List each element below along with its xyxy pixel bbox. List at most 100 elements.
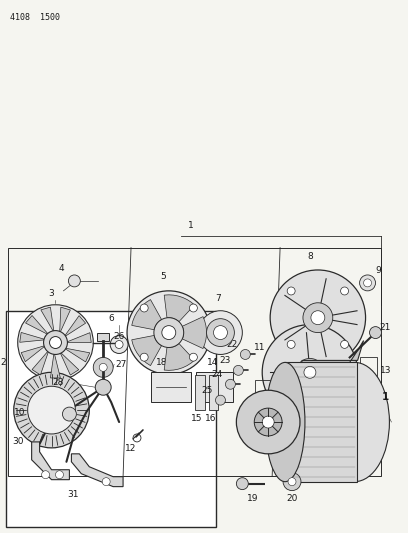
Text: 1: 1 bbox=[188, 221, 193, 230]
Text: 29: 29 bbox=[32, 406, 44, 415]
Circle shape bbox=[359, 275, 375, 291]
Bar bbox=[151, 373, 191, 402]
Polygon shape bbox=[64, 316, 86, 337]
Bar bbox=[255, 380, 277, 402]
Text: 4: 4 bbox=[59, 264, 64, 273]
Circle shape bbox=[162, 326, 176, 340]
Text: 21: 21 bbox=[379, 323, 391, 332]
Circle shape bbox=[311, 311, 325, 325]
Polygon shape bbox=[60, 307, 70, 334]
Circle shape bbox=[233, 366, 243, 375]
Text: 19: 19 bbox=[246, 494, 258, 503]
Text: 12: 12 bbox=[125, 444, 137, 453]
Circle shape bbox=[55, 471, 64, 479]
Text: 30: 30 bbox=[12, 438, 24, 447]
Polygon shape bbox=[26, 316, 49, 335]
Polygon shape bbox=[182, 317, 206, 349]
Circle shape bbox=[189, 353, 197, 361]
Circle shape bbox=[303, 303, 333, 333]
Circle shape bbox=[341, 287, 348, 295]
Polygon shape bbox=[32, 350, 49, 375]
Text: 11: 11 bbox=[254, 343, 265, 352]
Text: 28: 28 bbox=[52, 378, 64, 387]
Text: 7: 7 bbox=[215, 294, 222, 303]
Text: 13: 13 bbox=[379, 366, 391, 375]
Text: 18: 18 bbox=[156, 358, 167, 367]
Circle shape bbox=[341, 341, 348, 349]
Circle shape bbox=[115, 341, 123, 349]
Circle shape bbox=[110, 336, 128, 353]
Text: 31: 31 bbox=[68, 490, 79, 498]
Circle shape bbox=[262, 416, 274, 428]
Circle shape bbox=[140, 304, 148, 312]
Text: 9: 9 bbox=[375, 266, 381, 276]
Text: 5: 5 bbox=[160, 272, 166, 281]
Circle shape bbox=[287, 341, 295, 349]
Circle shape bbox=[226, 379, 235, 389]
Ellipse shape bbox=[320, 362, 389, 482]
Text: 23: 23 bbox=[219, 357, 231, 366]
Text: 2: 2 bbox=[1, 358, 6, 367]
Text: 3: 3 bbox=[49, 289, 54, 298]
Circle shape bbox=[127, 291, 211, 374]
Circle shape bbox=[370, 327, 381, 338]
Circle shape bbox=[287, 287, 295, 295]
Bar bbox=[285, 362, 357, 482]
Polygon shape bbox=[132, 300, 162, 330]
Circle shape bbox=[28, 386, 75, 434]
Polygon shape bbox=[20, 333, 46, 342]
Circle shape bbox=[95, 379, 111, 395]
Text: 15: 15 bbox=[191, 414, 202, 423]
Circle shape bbox=[99, 364, 107, 372]
Circle shape bbox=[189, 304, 197, 312]
Bar bbox=[6, 311, 217, 527]
Bar bbox=[359, 358, 377, 382]
Circle shape bbox=[44, 330, 67, 354]
Polygon shape bbox=[60, 352, 79, 375]
Text: 20: 20 bbox=[286, 494, 298, 503]
Polygon shape bbox=[132, 335, 162, 366]
Circle shape bbox=[14, 373, 89, 448]
Polygon shape bbox=[51, 352, 60, 378]
Circle shape bbox=[42, 471, 49, 479]
Text: 4108  1500: 4108 1500 bbox=[10, 13, 60, 21]
Polygon shape bbox=[164, 343, 195, 370]
Bar bbox=[195, 373, 233, 402]
Circle shape bbox=[93, 358, 113, 377]
Circle shape bbox=[364, 279, 372, 287]
Circle shape bbox=[140, 353, 148, 361]
Bar bbox=[97, 333, 109, 341]
Circle shape bbox=[62, 407, 76, 421]
Circle shape bbox=[49, 336, 62, 349]
Text: 1: 1 bbox=[381, 392, 389, 402]
Circle shape bbox=[254, 408, 282, 436]
Text: 27: 27 bbox=[115, 360, 126, 369]
Text: 16: 16 bbox=[205, 414, 216, 423]
Text: 17: 17 bbox=[259, 414, 271, 423]
Polygon shape bbox=[164, 295, 195, 322]
Text: 8: 8 bbox=[307, 252, 313, 261]
Circle shape bbox=[240, 350, 250, 359]
Polygon shape bbox=[65, 333, 91, 343]
Circle shape bbox=[199, 311, 242, 354]
Circle shape bbox=[283, 473, 301, 490]
Circle shape bbox=[213, 326, 227, 340]
Text: 25: 25 bbox=[201, 386, 213, 395]
Circle shape bbox=[236, 390, 300, 454]
Text: 26: 26 bbox=[113, 332, 124, 341]
Circle shape bbox=[154, 318, 184, 348]
Circle shape bbox=[270, 270, 366, 366]
Circle shape bbox=[288, 478, 296, 486]
Polygon shape bbox=[32, 442, 69, 480]
Bar bbox=[208, 375, 218, 410]
Polygon shape bbox=[21, 345, 46, 362]
Circle shape bbox=[206, 319, 234, 346]
Text: 14: 14 bbox=[207, 358, 218, 367]
Bar bbox=[195, 375, 204, 410]
Polygon shape bbox=[71, 454, 123, 487]
Text: 22: 22 bbox=[226, 341, 237, 350]
Circle shape bbox=[69, 275, 80, 287]
Ellipse shape bbox=[265, 362, 305, 482]
Circle shape bbox=[262, 325, 358, 420]
Bar bbox=[8, 248, 381, 476]
